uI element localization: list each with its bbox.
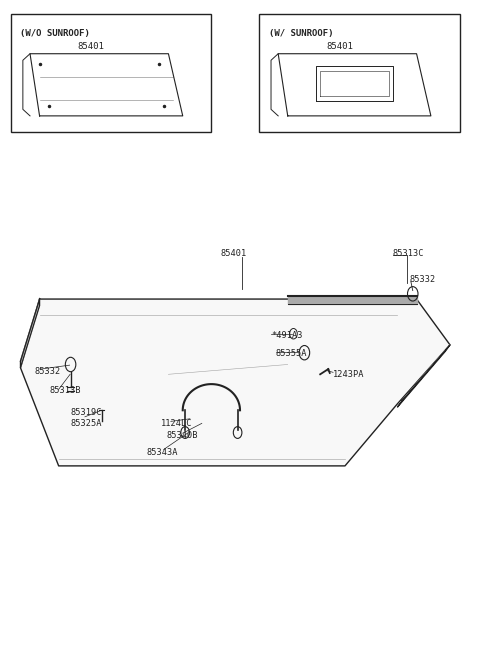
Text: 85355A: 85355A — [276, 349, 307, 358]
Text: 85332: 85332 — [409, 275, 436, 284]
Text: 85319C: 85319C — [71, 408, 102, 417]
Text: 85343A: 85343A — [147, 448, 179, 457]
Bar — [259, 14, 459, 132]
Text: (W/O SUNROOF): (W/O SUNROOF) — [21, 29, 90, 38]
Polygon shape — [21, 299, 39, 368]
Text: 85325A: 85325A — [71, 419, 102, 428]
Text: 1243PA: 1243PA — [333, 370, 364, 379]
Polygon shape — [288, 296, 417, 304]
Bar — [11, 14, 211, 132]
Polygon shape — [21, 299, 450, 466]
Text: 85401: 85401 — [78, 42, 105, 51]
Text: 85313B: 85313B — [49, 386, 81, 395]
Text: 85313C: 85313C — [393, 249, 424, 258]
Text: 85401: 85401 — [221, 249, 247, 258]
Polygon shape — [397, 345, 450, 407]
Text: 85332: 85332 — [35, 367, 61, 376]
Text: *491A3: *491A3 — [271, 330, 302, 340]
Text: 1124LC: 1124LC — [161, 419, 193, 428]
Text: 85340B: 85340B — [166, 430, 198, 440]
Text: (W/ SUNROOF): (W/ SUNROOF) — [269, 29, 333, 38]
Text: 85401: 85401 — [326, 42, 353, 51]
